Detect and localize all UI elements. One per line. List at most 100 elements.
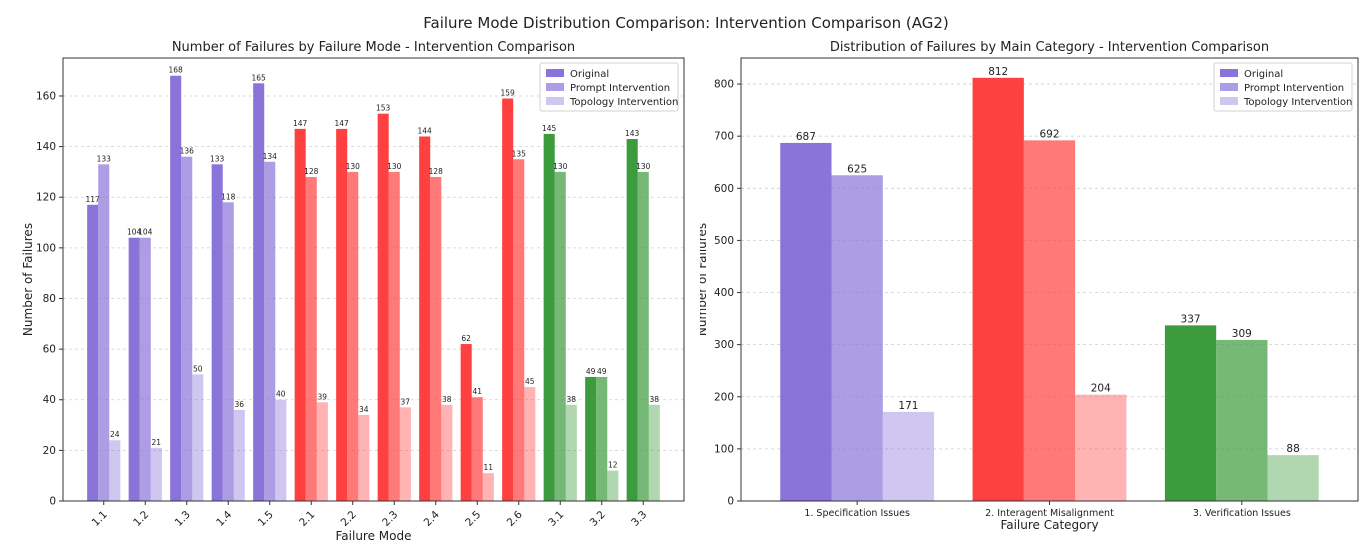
legend-box — [1213, 62, 1353, 112]
legend-swatch-topology-intervention — [1220, 97, 1238, 105]
legend-swatch-original — [1220, 69, 1238, 77]
bar-original-2-6 — [502, 98, 514, 501]
y-tick-label: 600 — [714, 183, 734, 195]
bar-topology-intervention-2-4 — [441, 404, 453, 501]
x-tick-label: 3.1 — [546, 509, 566, 529]
bar-prompt-intervention-2-3 — [388, 171, 400, 501]
bar-topology-intervention-2-5 — [482, 473, 494, 501]
bar-prompt-intervention-3-2 — [596, 376, 608, 501]
bar-original-2-1 — [294, 128, 306, 501]
bar-value-label: 136 — [180, 147, 195, 156]
bar-value-label: 168 — [169, 66, 184, 75]
bar-topology-intervention-3-1 — [565, 404, 577, 501]
bar-original-2-interagent-misalignment — [972, 77, 1024, 502]
main-category-chart: 0 100 200 300 400 500 600 700 800 687 625 171 1. Spe… — [700, 40, 1359, 532]
bar-value-label: 34 — [359, 405, 369, 414]
bar-topology-intervention-2-1 — [316, 402, 328, 501]
bar-value-label: 130 — [636, 162, 651, 171]
bar-value-label: 128 — [429, 167, 444, 176]
x-tick-label: 1.5 — [256, 509, 276, 529]
bar-value-label: 118 — [221, 192, 236, 201]
bar-value-label: 38 — [442, 395, 452, 404]
bar-prompt-intervention-1-2 — [139, 237, 151, 501]
bar-value-label: 153 — [376, 104, 391, 113]
legend-label-prompt-intervention: Prompt Intervention — [570, 83, 670, 94]
bar-topology-intervention-3-verification-issues — [1267, 455, 1319, 501]
chart-title: Distribution of Failures by Main Categor… — [830, 40, 1269, 55]
bar-value-label: 104 — [127, 228, 142, 237]
y-tick-label: 200 — [714, 391, 734, 403]
bar-prompt-intervention-2-5 — [471, 397, 483, 501]
legend: Original Prompt Intervention Topology Inte… — [1213, 62, 1353, 112]
y-tick-label: 500 — [714, 235, 734, 247]
bar-value-label: 144 — [418, 126, 433, 135]
bar-value-label: 133 — [210, 154, 225, 163]
x-tick-label: 2.6 — [505, 508, 526, 529]
y-tick-label: 80 — [43, 293, 56, 305]
bar-value-label: 38 — [567, 395, 577, 404]
bar-prompt-intervention-3-verification-issues — [1216, 339, 1268, 501]
chart-title: Number of Failures by Failure Mode - Int… — [172, 40, 575, 55]
y-tick-label: 300 — [714, 339, 734, 351]
bar-value-label: 134 — [263, 152, 278, 161]
bar-original-1-1 — [87, 204, 99, 501]
x-axis-label: Failure Mode — [336, 529, 412, 543]
x-tick-label: 1.2 — [131, 509, 151, 529]
bar-prompt-intervention-1-3 — [181, 156, 193, 501]
y-tick-label: 400 — [714, 287, 734, 299]
bar-topology-intervention-1-2 — [150, 447, 162, 501]
x-tick-label: 3. Verification Issues — [1193, 508, 1291, 519]
y-tick-label: 0 — [727, 496, 734, 508]
bar-value-label: 687 — [796, 131, 816, 143]
bar-value-label: 159 — [501, 89, 516, 98]
bar-prompt-intervention-3-1 — [554, 171, 566, 501]
bar-value-label: 147 — [293, 119, 308, 128]
bar-prompt-intervention-1-4 — [222, 202, 234, 501]
x-tick-label: 3.3 — [629, 509, 649, 529]
bar-value-label: 337 — [1181, 313, 1201, 325]
bar-topology-intervention-1-5 — [275, 399, 287, 501]
bar-prompt-intervention-2-interagent-misalignment — [1023, 140, 1076, 501]
legend: Original Prompt Intervention Topology Inte… — [539, 62, 679, 112]
bar-prompt-intervention-2-1 — [305, 176, 317, 501]
bar-value-label: 88 — [1286, 443, 1299, 455]
bar-original-3-verification-issues — [1164, 325, 1217, 501]
bar-topology-intervention-1-3 — [192, 374, 204, 501]
bar-prompt-intervention-1-1 — [98, 164, 110, 501]
x-tick-label: 1.3 — [173, 509, 193, 529]
bar-value-label: 171 — [898, 400, 918, 412]
y-tick-label: 100 — [36, 242, 56, 254]
bar-prompt-intervention-2-4 — [430, 176, 442, 501]
bar-value-label: 41 — [472, 387, 482, 396]
bar-value-label: 812 — [988, 66, 1008, 78]
bar-topology-intervention-2-2 — [358, 414, 370, 501]
bar-value-label: 49 — [586, 367, 596, 376]
bar-value-label: 147 — [335, 119, 350, 128]
bar-value-label: 62 — [461, 334, 471, 343]
bar-topology-intervention-3-3 — [648, 404, 660, 501]
bar-value-label: 38 — [650, 395, 660, 404]
bar-value-label: 50 — [193, 364, 203, 373]
bar-value-label: 204 — [1091, 383, 1111, 395]
y-tick-label: 160 — [36, 90, 56, 102]
bar-prompt-intervention-1-specification-issues — [831, 175, 883, 501]
bar-value-label: 143 — [625, 129, 640, 138]
x-tick-label: 1.1 — [90, 509, 110, 529]
bar-value-label: 130 — [346, 162, 361, 171]
legend-label-original: Original — [1244, 69, 1283, 80]
bar-original-1-specification-issues — [780, 142, 832, 501]
bar-value-label: 24 — [110, 430, 120, 439]
y-tick-label: 120 — [36, 192, 56, 204]
bar-value-label: 625 — [847, 163, 867, 175]
bar-original-3-1 — [543, 133, 555, 501]
bar-topology-intervention-2-3 — [399, 407, 411, 501]
bar-value-label: 39 — [318, 392, 328, 401]
x-tick-label: 3.2 — [588, 509, 608, 529]
x-tick-label: 1.4 — [214, 508, 235, 529]
y-axis-label: Number of Failures — [700, 223, 709, 336]
bar-original-2-5 — [460, 344, 472, 501]
y-tick-label: 800 — [714, 79, 734, 91]
bar-original-1-2 — [128, 237, 140, 501]
bar-value-label: 692 — [1039, 128, 1059, 140]
legend-swatch-prompt-intervention — [546, 83, 564, 91]
